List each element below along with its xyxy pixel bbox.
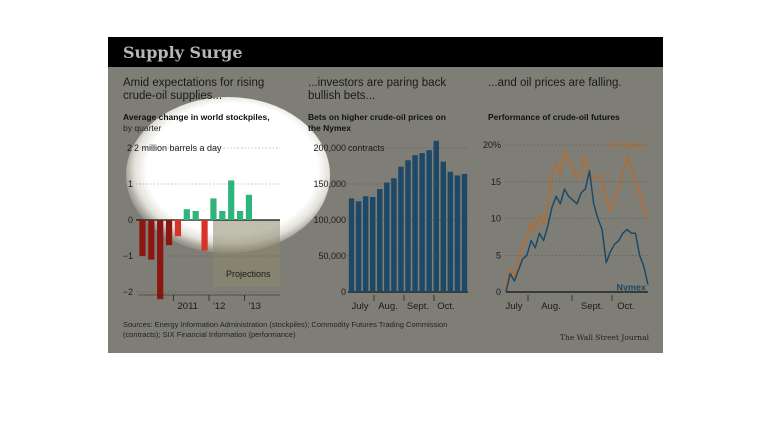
contracts-xtick: Sept. [407, 301, 429, 312]
stockpiles-bar [174, 220, 182, 237]
stockpiles-bar [165, 220, 173, 246]
contracts-bar [405, 160, 411, 292]
stockpiles-bar [157, 220, 164, 300]
contracts-ytick: 200,000 [313, 143, 346, 153]
contracts-bar [384, 182, 390, 292]
infographic: Supply Surge Amid expectations for risin… [108, 37, 663, 353]
stockpiles-unit-label: 2 million barrels a day [134, 143, 222, 153]
stockpiles-ytick: 1 [128, 179, 133, 189]
contracts-heading: ...investors are paring back bullish bet… [308, 77, 447, 102]
brent-line [505, 151, 649, 289]
credit-line: The Wall Street Journal [559, 333, 649, 342]
prices-ytick: 5 [496, 250, 501, 260]
stockpiles-bar [210, 198, 217, 220]
prices-subtitle: Performance of crude-oil futures [488, 112, 620, 122]
stockpiles-subtitle-2: by quarter [123, 123, 162, 133]
stockpiles-ytick: −2 [123, 287, 133, 297]
sources-note: Sources: Energy Information Administrati… [123, 320, 448, 339]
stockpiles-ytick: 0 [128, 215, 133, 225]
stockpiles-ytick: 2 [127, 143, 132, 153]
contracts-ytick: 50,000 [318, 251, 346, 261]
stockpiles-bar [192, 211, 199, 220]
contracts-bar [433, 140, 439, 292]
prices-ytick: 20% [483, 140, 501, 150]
stockpiles-bar [245, 194, 253, 220]
stockpiles-xtick: '13 [249, 301, 261, 312]
contracts-bar [362, 196, 369, 292]
nymex-line [505, 169, 649, 293]
contracts-bar [391, 178, 397, 292]
stockpiles-bar [228, 180, 235, 220]
contracts-xtick: Aug. [378, 301, 398, 312]
contracts-bar [348, 198, 355, 292]
contracts-bar [454, 175, 461, 292]
stockpiles-bar [219, 211, 226, 220]
prices-heading: ...and oil prices are falling. [488, 77, 622, 89]
prices-xtick: Aug. [541, 301, 561, 312]
prices-ytick: 10 [491, 214, 501, 224]
projections-shade [213, 220, 280, 287]
graphic-title: Supply Surge [123, 43, 243, 62]
contracts-bar [412, 155, 418, 292]
stockpiles-bar [201, 220, 208, 251]
contracts-ytick: 100,000 [313, 215, 346, 225]
stockpiles-bar [148, 220, 155, 260]
stockpiles-xtick: 2011 [178, 301, 198, 312]
contracts-bar [440, 161, 447, 292]
contracts-bar [369, 196, 376, 292]
stockpiles-bar [183, 209, 190, 220]
stockpiles-bar [236, 211, 244, 220]
nymex-legend-label: Nymex [616, 283, 646, 293]
stockpiles-xtick: '12 [213, 301, 225, 312]
contracts-ytick: 0 [341, 287, 346, 297]
contracts-xtick: Oct. [437, 301, 454, 312]
title-bar: Supply Surge [108, 37, 663, 67]
stockpiles-heading: Amid expectations for rising crude-oil s… [123, 77, 265, 102]
contracts-bar [377, 189, 383, 292]
contracts-ytick: 150,000 [313, 179, 346, 189]
stockpiles-ytick: −1 [123, 251, 133, 261]
contracts-bar [419, 153, 425, 292]
projections-label: Projections [226, 269, 271, 279]
contracts-xtick: July [352, 301, 369, 312]
prices-xtick: Oct. [617, 301, 634, 312]
contracts-bar [426, 150, 432, 292]
stockpiles-subtitle: Average change in world stockpiles, [123, 112, 270, 122]
contracts-bar [447, 171, 454, 292]
stockpiles-bar [139, 220, 146, 256]
brent-legend-label: ICE Brent [607, 141, 647, 151]
prices-ytick: 0 [496, 287, 501, 297]
prices-xtick: Sept. [581, 301, 603, 312]
contracts-unit-label: contracts [348, 143, 385, 153]
contracts-bar [461, 173, 468, 292]
contracts-subtitle: Bets on higher crude-oil prices on the N… [308, 112, 446, 133]
prices-xtick: July [506, 301, 523, 312]
prices-ytick: 15 [491, 177, 501, 187]
contracts-bar [355, 201, 362, 292]
contracts-bar [398, 166, 404, 292]
